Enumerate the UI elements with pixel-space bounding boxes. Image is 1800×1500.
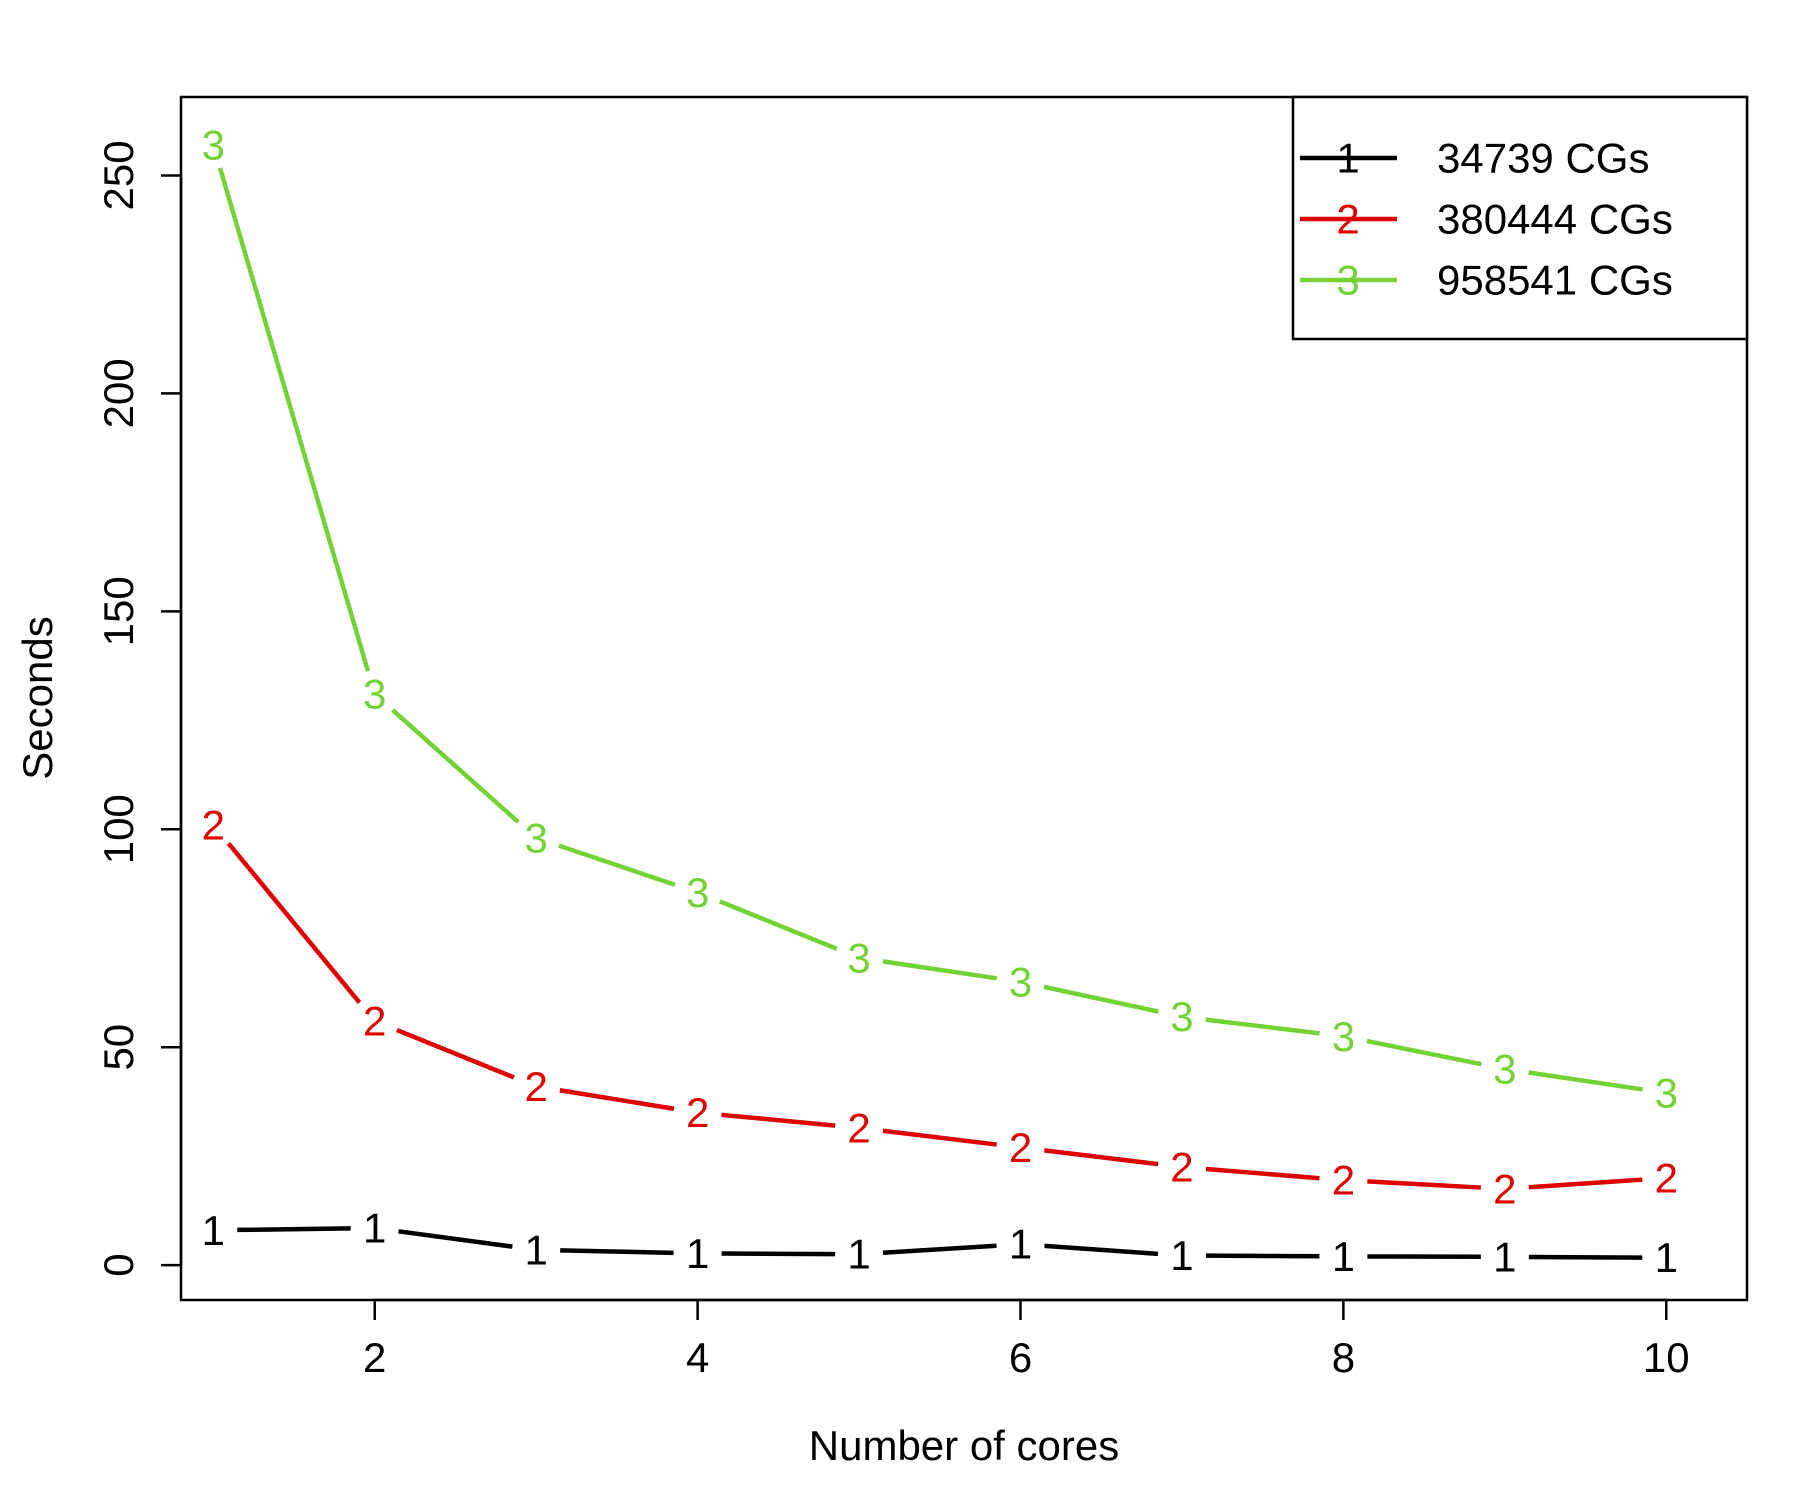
series-1-point: 1 <box>686 1230 709 1277</box>
series-3-segment <box>719 899 838 951</box>
series-2-segment <box>1528 1177 1643 1190</box>
series-3-point: 3 <box>1493 1045 1516 1092</box>
y-axis-label: Seconds <box>14 616 61 779</box>
series-1-segment <box>1044 1243 1159 1257</box>
series-2-segment <box>559 1088 675 1111</box>
series-2-segment <box>1367 1179 1481 1190</box>
series-3-point: 3 <box>1332 1013 1355 1060</box>
series-2-point: 2 <box>686 1089 709 1136</box>
y-tick-label: 150 <box>95 576 142 646</box>
series-3-point: 3 <box>363 671 386 718</box>
series-3-point: 3 <box>1009 958 1032 1005</box>
series-1-segment <box>398 1229 513 1249</box>
series-1-point: 1 <box>1493 1233 1516 1280</box>
series-3-segment <box>882 959 998 981</box>
series-2-point: 2 <box>363 998 386 1045</box>
series-3-segment <box>217 167 371 672</box>
y-tick-label: 0 <box>95 1253 142 1276</box>
legend-marker-2: 2 <box>1336 196 1359 243</box>
x-tick-label: 4 <box>686 1334 709 1381</box>
series-1-point: 1 <box>363 1205 386 1252</box>
series-2: 2 2 2 2 2 2 2 2 2 2 <box>202 801 1678 1212</box>
series-1-point: 1 <box>1009 1221 1032 1268</box>
series-2-segment <box>1205 1166 1320 1181</box>
series-1-segment <box>882 1243 997 1255</box>
series-2-point: 2 <box>1332 1157 1355 1204</box>
series-2-segment <box>1044 1148 1159 1167</box>
series-2-point: 2 <box>1655 1154 1678 1201</box>
series-3-segment <box>558 843 676 887</box>
series-2-point: 2 <box>1493 1165 1516 1212</box>
x-tick-label: 8 <box>1332 1334 1355 1381</box>
series-1-point: 1 <box>1170 1232 1193 1279</box>
legend: 1 34739 CGs 2 380444 CGs 3 958541 CGs <box>1291 95 1749 341</box>
series-1-point: 1 <box>202 1207 225 1254</box>
series-1-segment <box>721 1251 836 1257</box>
series-3-point: 3 <box>202 121 225 168</box>
series-layer: 1 1 1 1 1 1 1 1 1 1 2 2 2 2 2 2 2 2 2 2 3 3 3 3 3 3 3 3 3 3 <box>202 121 1678 1281</box>
series-3-point: 3 <box>1170 993 1193 1040</box>
y-tick-label: 100 <box>95 794 142 864</box>
y-tick-label: 250 <box>95 140 142 210</box>
x-tick-label: 10 <box>1643 1334 1690 1381</box>
series-3-point: 3 <box>524 814 547 861</box>
series-2-point: 2 <box>847 1104 870 1151</box>
series-2-point: 2 <box>1009 1124 1032 1171</box>
series-3-segment <box>391 708 520 824</box>
series-3-point: 3 <box>847 934 870 981</box>
x-tick-label: 6 <box>1009 1334 1032 1381</box>
legend-marker-3: 3 <box>1336 257 1359 304</box>
series-3-point: 3 <box>1655 1069 1678 1116</box>
series-2-segment <box>882 1128 997 1147</box>
series-2-segment <box>721 1112 836 1128</box>
series-1-segment <box>237 1226 351 1233</box>
series-3-segment <box>1366 1038 1482 1067</box>
series-2-point: 2 <box>524 1063 547 1110</box>
series-2-segment <box>396 1027 515 1080</box>
series-1-segment <box>560 1248 674 1256</box>
series-3-segment <box>1043 984 1159 1014</box>
series-2-segment <box>226 842 362 1004</box>
legend-marker-1: 1 <box>1336 135 1359 182</box>
series-3: 3 3 3 3 3 3 3 3 3 3 <box>202 121 1678 1116</box>
series-2-point: 2 <box>202 801 225 848</box>
series-1-point: 1 <box>1655 1234 1678 1281</box>
y-tick-label: 50 <box>95 1024 142 1071</box>
legend-label-2: 380444 CGs <box>1437 196 1673 243</box>
x-axis: 2 4 6 8 10 <box>363 1298 1690 1381</box>
x-axis-label: Number of cores <box>809 1422 1119 1469</box>
series-1: 1 1 1 1 1 1 1 1 1 1 <box>202 1205 1678 1282</box>
x-tick-label: 2 <box>363 1334 386 1381</box>
series-1-point: 1 <box>524 1226 547 1273</box>
series-2-point: 2 <box>1170 1144 1193 1191</box>
legend-label-1: 34739 CGs <box>1437 135 1649 182</box>
series-1-point: 1 <box>847 1231 870 1278</box>
series-3-point: 3 <box>686 869 709 916</box>
series-3-segment <box>1205 1017 1320 1036</box>
y-axis: 0 50 100 150 200 250 <box>95 140 183 1277</box>
series-1-segment <box>1205 1253 1320 1259</box>
y-tick-label: 200 <box>95 358 142 428</box>
legend-label-3: 958541 CGs <box>1437 257 1673 304</box>
series-1-point: 1 <box>1332 1233 1355 1280</box>
series-3-segment <box>1528 1070 1643 1092</box>
series-1-segment <box>1528 1254 1643 1260</box>
